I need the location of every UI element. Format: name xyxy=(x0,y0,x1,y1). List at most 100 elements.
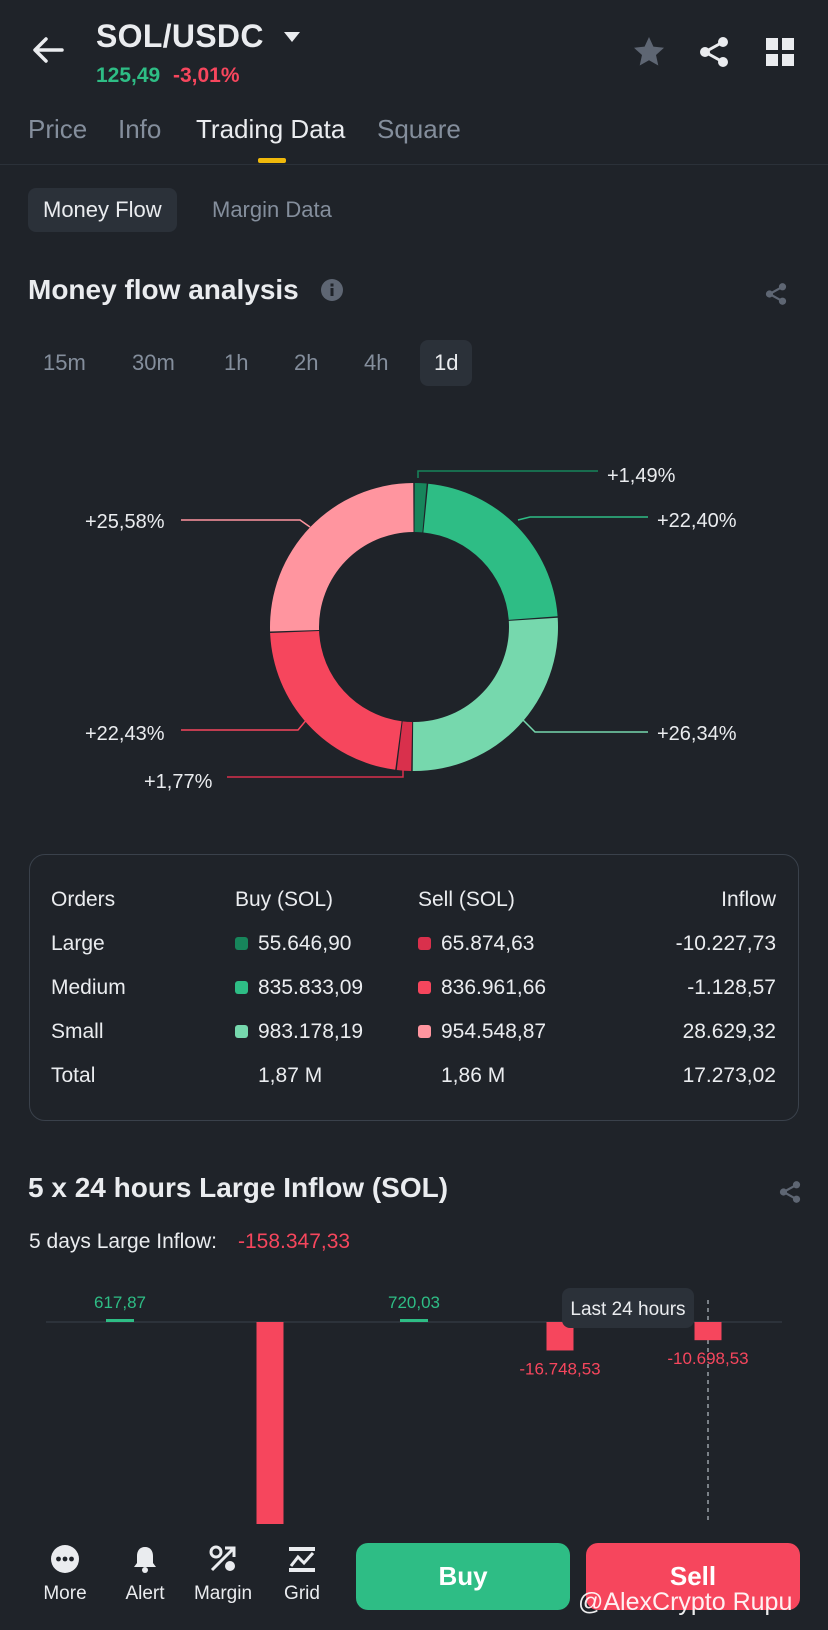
col-header-orders: Orders xyxy=(51,888,116,911)
tab-square[interactable]: Square xyxy=(377,114,461,144)
margin-icon xyxy=(209,1545,236,1572)
donut-label: +1,49% xyxy=(607,465,676,487)
sell-color-swatch xyxy=(418,1025,431,1038)
row-label: Medium xyxy=(51,976,126,999)
bell-icon xyxy=(134,1547,156,1573)
inflow-value: -1.128,57 xyxy=(687,976,776,999)
donut-segment xyxy=(423,483,558,620)
timeframe-30m[interactable]: 30m xyxy=(132,350,175,375)
watermark-text: @AlexCrypto Rupu xyxy=(578,1588,793,1616)
subtab-money-flow[interactable]: Money Flow xyxy=(28,188,177,232)
row-label: Large xyxy=(51,932,105,955)
five-day-inflow-value: -158.347,33 xyxy=(238,1230,351,1253)
money-flow-donut-chart: +1,49% +22,40% +26,34% +1,77% +22,43% +2… xyxy=(85,465,737,793)
bar-value-label: 617,87 xyxy=(94,1293,146,1312)
bar-value-label: -10.698,53 xyxy=(667,1349,748,1368)
donut-label: +25,58% xyxy=(85,511,165,533)
tooltip-text: Last 24 hours xyxy=(570,1299,685,1320)
last-price: 125,49 xyxy=(96,64,161,87)
money-flow-title: Money flow analysis xyxy=(28,274,299,305)
tab-price[interactable]: Price xyxy=(28,114,88,144)
orders-table xyxy=(29,854,799,1121)
tab-info[interactable]: Info xyxy=(118,114,162,144)
bar-mark[interactable] xyxy=(400,1319,428,1322)
buy-value: 835.833,09 xyxy=(258,976,364,999)
col-header-buy: Buy (SOL) xyxy=(235,888,334,911)
info-icon[interactable] xyxy=(320,278,344,302)
more-icon xyxy=(51,1545,79,1573)
leader-line xyxy=(417,470,598,478)
leader-line xyxy=(522,719,648,733)
timeframe-1h[interactable]: 1h xyxy=(224,350,249,375)
sell-value: 65.874,63 xyxy=(441,932,535,955)
timeframe-15m[interactable]: 15m xyxy=(43,350,86,375)
sell-value: 954.548,87 xyxy=(441,1020,547,1043)
bottom-alert-label: Alert xyxy=(125,1583,165,1604)
share-icon[interactable] xyxy=(777,1179,803,1205)
bar-value-label: 720,03 xyxy=(388,1293,440,1312)
sell-color-swatch xyxy=(418,937,431,950)
sell-value: 836.961,66 xyxy=(441,976,547,999)
bottom-margin-label: Margin xyxy=(193,1583,253,1604)
bottom-alert[interactable]: Alert xyxy=(110,1544,180,1605)
donut-label: +22,40% xyxy=(657,510,737,532)
active-tab-indicator xyxy=(258,158,286,163)
col-header-inflow: Inflow xyxy=(721,888,776,911)
five-day-inflow-label: 5 days Large Inflow: xyxy=(29,1230,217,1253)
pair-title[interactable]: SOL/USDC xyxy=(96,18,264,54)
large-inflow-bar-chart: 617,87 720,03 -16.748,53 -10.698,53 Last 24… xyxy=(46,1288,782,1525)
row-label: Total xyxy=(51,1064,96,1087)
back-arrow-icon[interactable] xyxy=(28,30,68,70)
donut-label: +26,34% xyxy=(657,723,737,745)
leader-line xyxy=(181,717,309,731)
sell-color-swatch xyxy=(418,981,431,994)
price-change: -3,01% xyxy=(173,64,240,87)
layout-grid-icon[interactable] xyxy=(762,34,798,70)
donut-label: +1,77% xyxy=(144,771,213,793)
bar-value-label: -16.748,53 xyxy=(519,1359,600,1378)
share-icon[interactable] xyxy=(696,34,732,70)
leader-line xyxy=(517,516,648,521)
leader-line xyxy=(227,765,404,778)
bar-mark[interactable] xyxy=(694,1322,722,1341)
donut-segment xyxy=(270,483,414,632)
pair-dropdown-icon[interactable] xyxy=(283,30,301,44)
timeframe-2h[interactable]: 2h xyxy=(294,350,319,375)
buy-color-swatch xyxy=(235,1025,248,1038)
donut-segment xyxy=(412,617,558,772)
timeframe-4h[interactable]: 4h xyxy=(364,350,389,375)
inflow-value: 28.629,32 xyxy=(682,1020,776,1043)
grid-bot-icon xyxy=(289,1547,315,1572)
leader-line xyxy=(181,519,311,528)
timeframe-1d[interactable]: 1d xyxy=(420,340,473,386)
donut-segment xyxy=(270,630,402,770)
bottom-grid[interactable]: Grid xyxy=(267,1544,337,1605)
bar-mark[interactable] xyxy=(106,1319,134,1322)
donut-segment xyxy=(414,483,427,533)
tabs-divider xyxy=(0,164,828,165)
sell-button[interactable]: Sell xyxy=(586,1543,800,1610)
bottom-more-label: More xyxy=(43,1583,87,1604)
col-header-sell: Sell (SOL) xyxy=(418,888,515,911)
sell-total: 1,86 M xyxy=(441,1064,506,1087)
inflow-value: -10.227,73 xyxy=(675,932,776,955)
share-icon[interactable] xyxy=(763,281,789,307)
buy-color-swatch xyxy=(235,937,248,950)
donut-segment xyxy=(396,721,413,771)
row-label: Small xyxy=(51,1020,104,1043)
buy-value: 55.646,90 xyxy=(258,932,352,955)
bar-mark[interactable] xyxy=(256,1322,284,1524)
buy-color-swatch xyxy=(235,981,248,994)
subtab-margin-data[interactable]: Margin Data xyxy=(212,197,332,222)
star-icon[interactable] xyxy=(631,34,667,70)
bottom-margin[interactable]: Margin xyxy=(188,1544,258,1605)
buy-total: 1,87 M xyxy=(258,1064,323,1087)
bottom-more[interactable]: More xyxy=(30,1544,100,1605)
tab-trading-data[interactable]: Trading Data xyxy=(196,114,346,144)
inflow-total: 17.273,02 xyxy=(682,1064,776,1087)
buy-button[interactable]: Buy xyxy=(356,1543,570,1610)
buy-value: 983.178,19 xyxy=(258,1020,364,1043)
tooltip-box xyxy=(562,1288,694,1328)
bottom-grid-label: Grid xyxy=(284,1583,320,1604)
large-inflow-title: 5 x 24 hours Large Inflow (SOL) xyxy=(28,1172,449,1203)
